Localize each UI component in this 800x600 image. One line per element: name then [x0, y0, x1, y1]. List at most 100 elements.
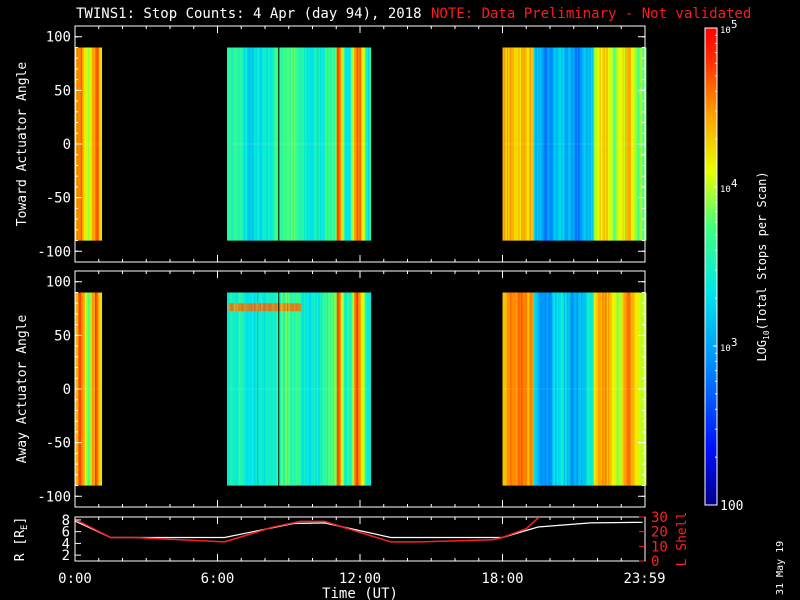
away-column [309, 292, 312, 486]
toward-column [266, 47, 269, 241]
toward-column [585, 47, 587, 241]
away-column [573, 292, 576, 486]
away-high-band [248, 303, 251, 312]
toward-column [302, 47, 305, 241]
away-column [229, 292, 232, 486]
chart-title: TWINS1: Stop Counts: 4 Apr (day 94), 201… [76, 6, 422, 22]
away-column [589, 292, 592, 486]
away-column [295, 292, 298, 486]
toward-column [292, 47, 295, 241]
away-column [244, 292, 246, 486]
toward-column [566, 47, 569, 241]
toward-column [627, 47, 630, 241]
away-column [266, 292, 269, 486]
away-column [565, 292, 568, 486]
toward-column [509, 47, 512, 241]
toward-column [311, 47, 313, 241]
toward-column [261, 47, 264, 241]
away-column [251, 292, 254, 486]
away-high-band [269, 303, 272, 312]
toward-column [623, 47, 626, 241]
away-high-band [282, 303, 285, 312]
orbit-right-tick-label: 0 [651, 554, 659, 570]
away-high-band [228, 303, 231, 312]
away-column [516, 292, 519, 486]
toward-column [559, 47, 562, 241]
toward-column [309, 47, 312, 241]
toward-column [531, 47, 533, 241]
toward-column [339, 47, 342, 241]
away-column [535, 292, 538, 486]
away-high-band [289, 303, 292, 312]
away-column [82, 292, 84, 486]
away-column [86, 292, 89, 486]
toward-column [90, 47, 93, 241]
away-ytick-label: 100 [46, 275, 71, 291]
away-high-band [281, 303, 283, 312]
away-column [249, 292, 252, 486]
away-high-band [266, 303, 269, 312]
away-column [271, 292, 273, 486]
colorbar-tick-label: 105 [720, 18, 737, 36]
colorbar-label: LOG10(Total Stops per Scan) [755, 171, 771, 361]
toward-column [325, 47, 328, 241]
away-column [242, 292, 245, 486]
away-column [342, 292, 345, 486]
toward-column [241, 47, 244, 241]
toward-column [612, 47, 615, 241]
away-column [269, 292, 272, 486]
toward-ytick-label: -100 [37, 244, 71, 260]
toward-column [625, 47, 627, 241]
toward-column [519, 47, 522, 241]
toward-column [562, 47, 565, 241]
toward-column [362, 47, 365, 241]
toward-column [558, 47, 560, 241]
toward-column [575, 47, 577, 241]
away-column [548, 292, 550, 486]
away-column [241, 292, 244, 486]
away-column [335, 292, 338, 486]
toward-column [352, 47, 355, 241]
toward-column [274, 47, 276, 241]
away-column [582, 292, 585, 486]
toward-column [580, 47, 583, 241]
away-ytick-label: -100 [37, 489, 71, 505]
away-column [301, 292, 303, 486]
away-high-band [279, 303, 282, 312]
toward-column [82, 47, 84, 241]
away-column [630, 292, 633, 486]
away-column [343, 292, 346, 486]
preliminary-note: NOTE: Data Preliminary - Not validated [431, 6, 752, 22]
away-high-band [288, 303, 291, 312]
away-column [296, 292, 299, 486]
toward-column [570, 47, 573, 241]
away-column [321, 292, 323, 486]
toward-column [271, 47, 273, 241]
away-high-band [293, 303, 296, 312]
toward-column [609, 47, 612, 241]
toward-column [502, 47, 505, 241]
toward-column [505, 47, 508, 241]
away-column [341, 292, 343, 486]
away-column [365, 292, 368, 486]
away-column [552, 292, 555, 486]
away-column [523, 292, 526, 486]
away-column [575, 292, 577, 486]
away-column [603, 292, 606, 486]
away-column [89, 292, 92, 486]
away-column [286, 292, 289, 486]
toward-column [533, 47, 536, 241]
away-column [556, 292, 559, 486]
toward-column [606, 47, 609, 241]
away-column [549, 292, 552, 486]
toward-column [600, 47, 603, 241]
away-column [593, 292, 596, 486]
away-high-band [235, 303, 238, 312]
away-segment [227, 292, 372, 486]
toward-column [508, 47, 511, 241]
toward-column [569, 47, 572, 241]
toward-column [353, 47, 356, 241]
away-column [336, 292, 339, 486]
generation-date-stamp: 31 May 19 [775, 540, 786, 595]
